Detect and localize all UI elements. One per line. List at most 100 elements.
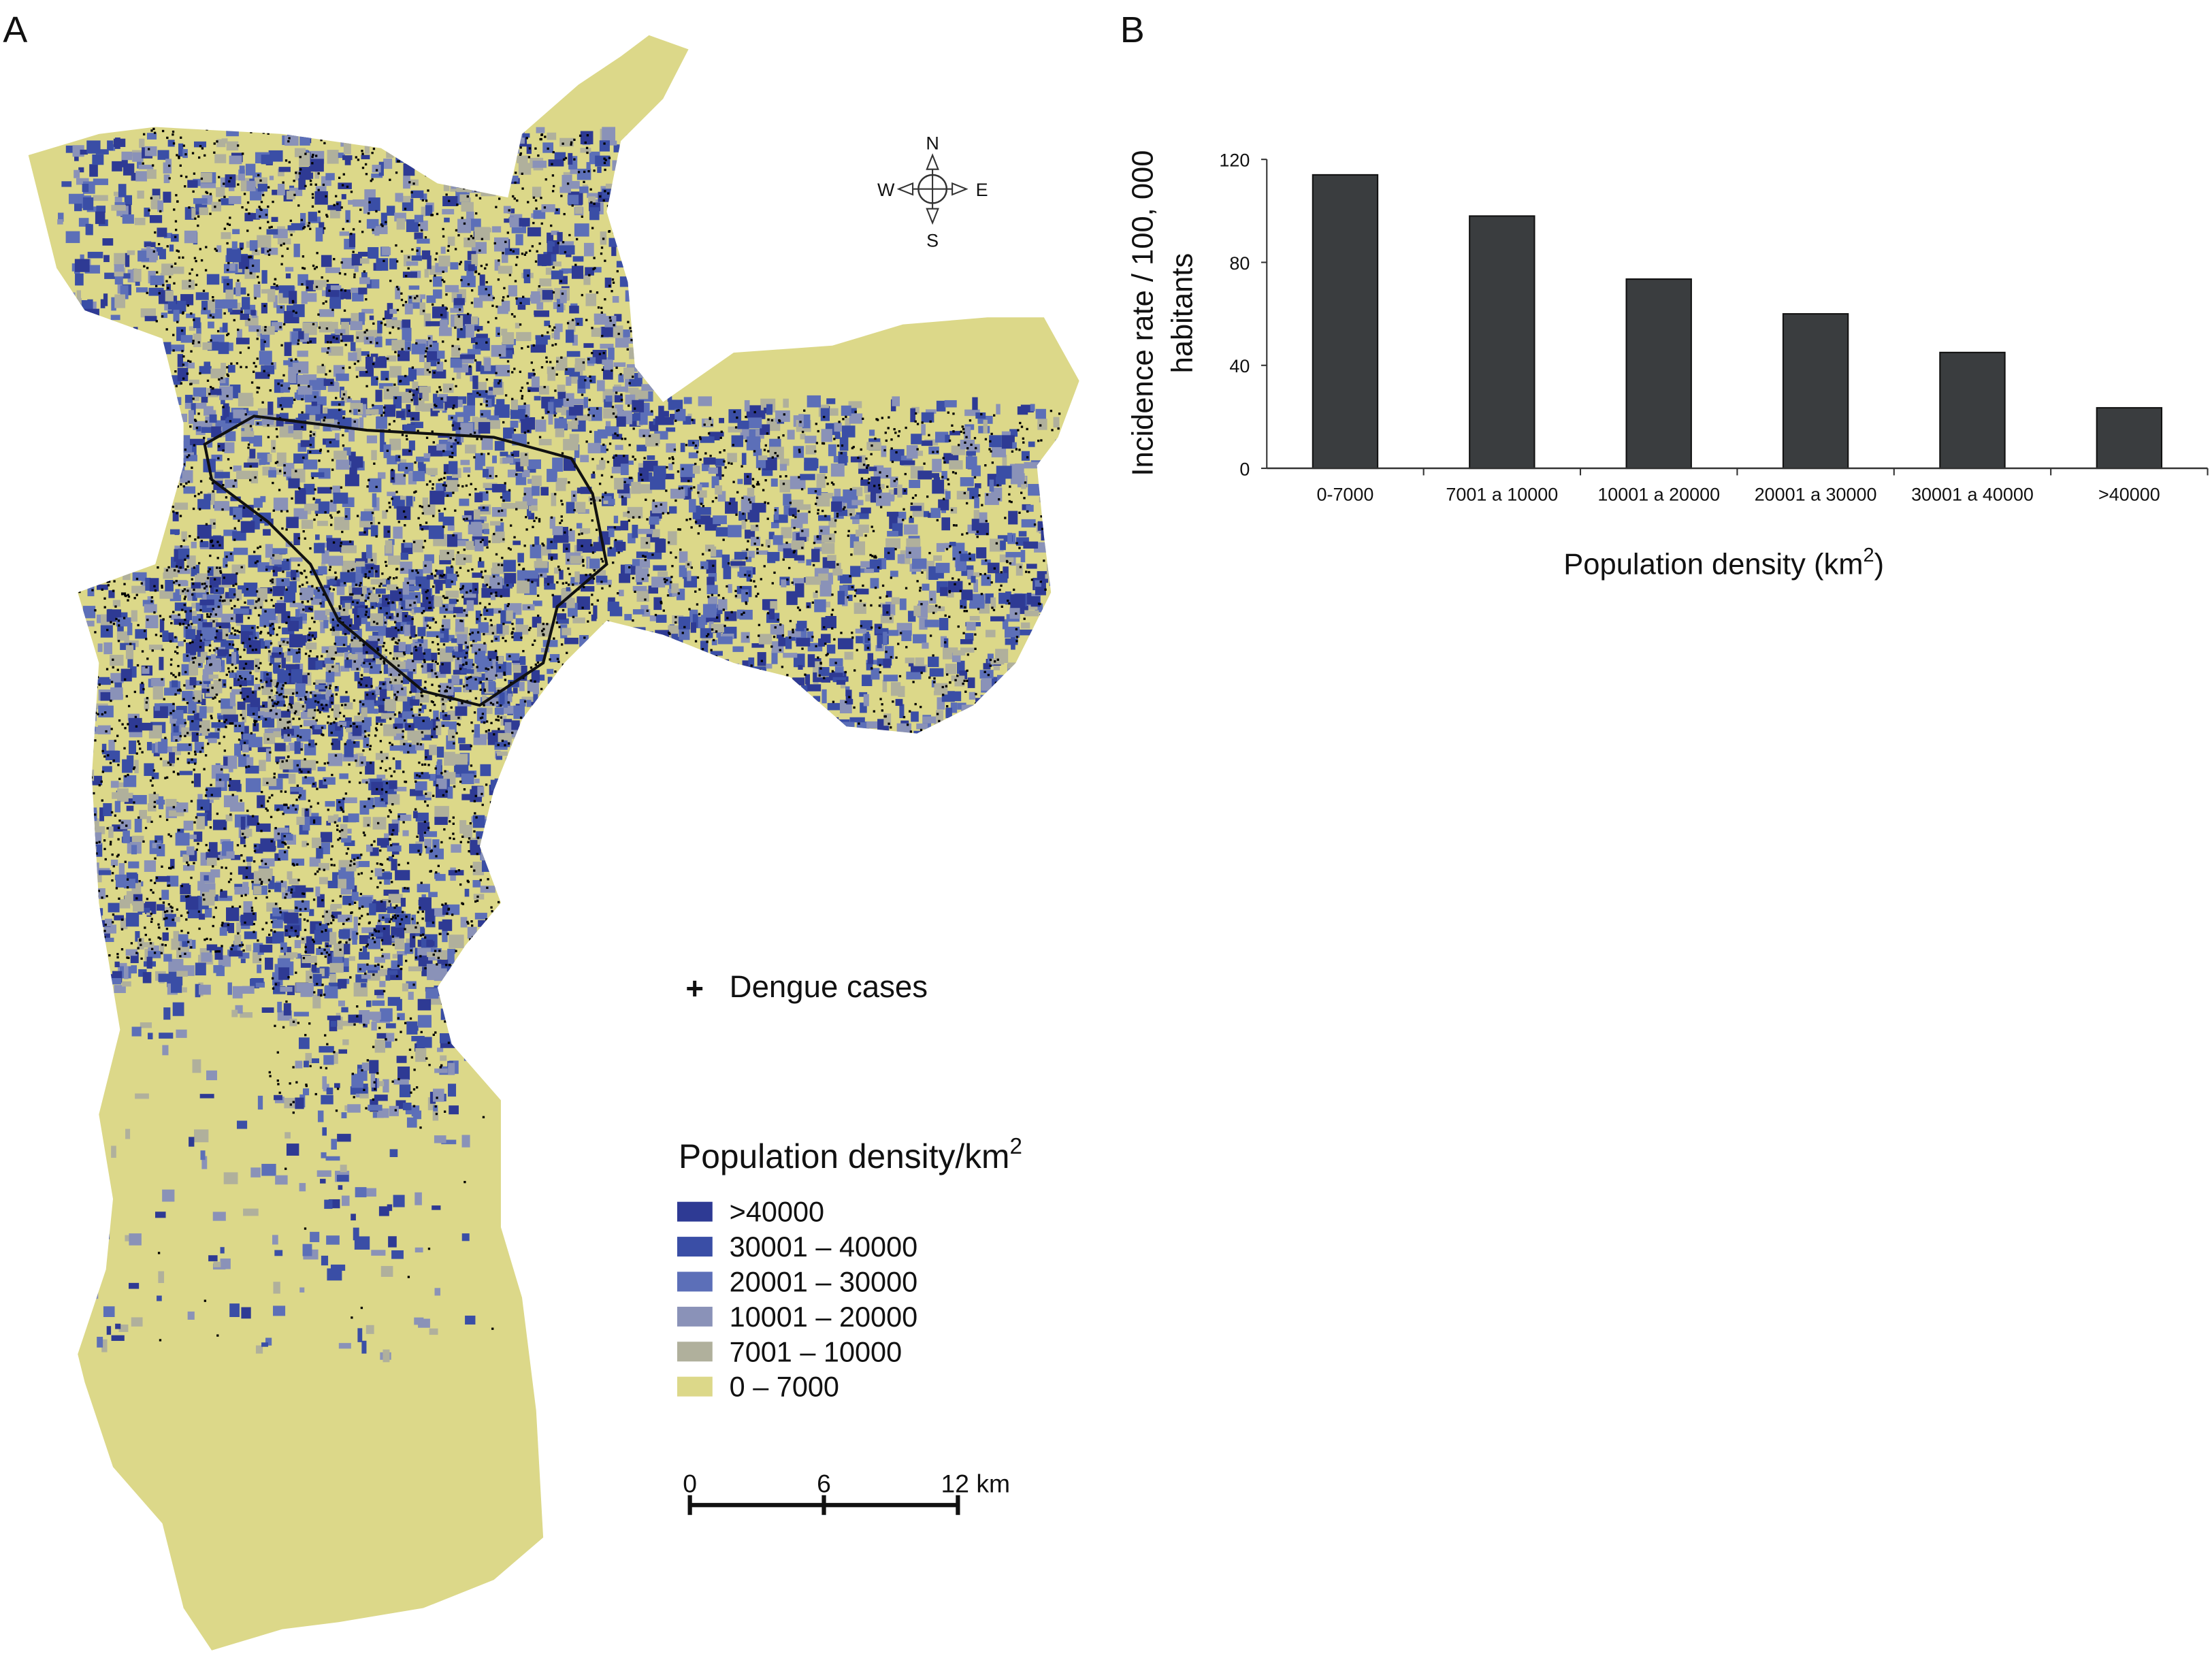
density-patch: [189, 326, 195, 331]
density-patch: [428, 720, 433, 729]
density-patch: [460, 917, 468, 928]
density-patch: [341, 257, 355, 269]
density-patch: [620, 520, 629, 531]
density-patch: [700, 561, 709, 570]
density-patch: [537, 254, 551, 266]
dengue-case-point: [212, 299, 215, 302]
density-patch: [1080, 526, 1084, 535]
density-patch: [625, 234, 632, 248]
density-patch: [297, 128, 306, 135]
density-patch: [165, 159, 172, 165]
density-patch: [703, 457, 716, 465]
density-patch: [990, 616, 1005, 621]
density-patch: [360, 511, 373, 521]
density-patch: [105, 918, 113, 927]
density-patch: [823, 408, 839, 416]
density-patch: [527, 459, 542, 470]
density-patch: [517, 127, 522, 133]
density-patch: [555, 428, 564, 438]
density-patch: [1009, 429, 1018, 437]
density-patch: [387, 906, 402, 913]
density-patch: [883, 630, 898, 636]
density-patch: [65, 364, 72, 376]
density-patch: [329, 298, 341, 309]
density-patch: [837, 591, 845, 605]
dengue-case-point: [474, 189, 477, 192]
density-patch: [616, 261, 625, 267]
density-patch: [736, 731, 751, 744]
density-patch: [93, 195, 108, 201]
density-patch: [1015, 563, 1023, 576]
density-patch: [771, 651, 778, 664]
density-patch: [461, 515, 472, 520]
density-patch: [348, 199, 355, 205]
density-patch: [623, 511, 628, 517]
density-patch: [536, 654, 544, 662]
density-patch: [975, 698, 990, 711]
density-patch: [555, 323, 563, 332]
density-patch: [611, 466, 622, 474]
density-patch: [65, 231, 80, 244]
density-patch: [668, 671, 681, 684]
density-patch: [189, 850, 197, 862]
density-patch: [351, 253, 362, 266]
density-patch: [302, 322, 317, 336]
density-patch: [302, 777, 314, 785]
density-patch: [887, 531, 898, 537]
density-patch: [474, 651, 486, 664]
density-patch: [135, 1093, 149, 1099]
density-patch: [605, 421, 611, 431]
density-patch: [538, 438, 552, 446]
density-patch: [480, 939, 489, 948]
dengue-case-point: [352, 250, 355, 253]
density-patch: [375, 226, 388, 235]
density-patch: [340, 1020, 356, 1026]
dengue-case-point: [457, 338, 459, 341]
density-patch: [459, 354, 476, 359]
density-patch: [448, 1062, 455, 1075]
density-patch: [423, 313, 431, 327]
density-patch: [219, 327, 224, 333]
density-patch: [170, 557, 176, 571]
density-patch: [1084, 410, 1099, 421]
density-patch: [410, 369, 417, 380]
density-patch: [375, 658, 389, 664]
density-patch: [463, 659, 474, 668]
density-patch: [73, 785, 81, 798]
density-patch: [225, 431, 236, 442]
density-patch: [165, 746, 179, 753]
density-patch: [86, 838, 95, 850]
density-patch: [1046, 507, 1054, 515]
density-patch: [103, 293, 108, 306]
density-patch: [208, 738, 217, 743]
dengue-case-point: [527, 345, 530, 348]
density-patch: [502, 918, 509, 928]
density-patch: [960, 477, 974, 487]
dengue-case-point: [309, 227, 312, 231]
density-patch: [428, 954, 442, 961]
density-patch: [99, 937, 114, 942]
density-patch: [157, 904, 165, 911]
density-patch: [527, 680, 539, 692]
density-patch: [240, 816, 246, 830]
density-patch: [437, 351, 445, 359]
dengue-case-point: [226, 223, 229, 225]
density-patch: [111, 1335, 125, 1342]
density-patch: [788, 508, 797, 516]
density-patch: [374, 709, 378, 714]
density-patch: [204, 664, 220, 671]
dengue-case-point: [564, 157, 568, 159]
density-patch: [493, 945, 498, 958]
density-patch: [464, 324, 474, 338]
density-patch: [631, 481, 641, 494]
density-patch: [371, 450, 377, 461]
density-patch: [770, 715, 777, 730]
density-patch: [1049, 504, 1064, 514]
density-patch: [745, 530, 755, 539]
density-patch: [751, 643, 764, 648]
density-patch: [842, 595, 848, 606]
density-patch: [702, 604, 717, 618]
density-patch: [554, 567, 559, 574]
density-patch: [378, 625, 387, 636]
density-patch: [309, 435, 315, 449]
